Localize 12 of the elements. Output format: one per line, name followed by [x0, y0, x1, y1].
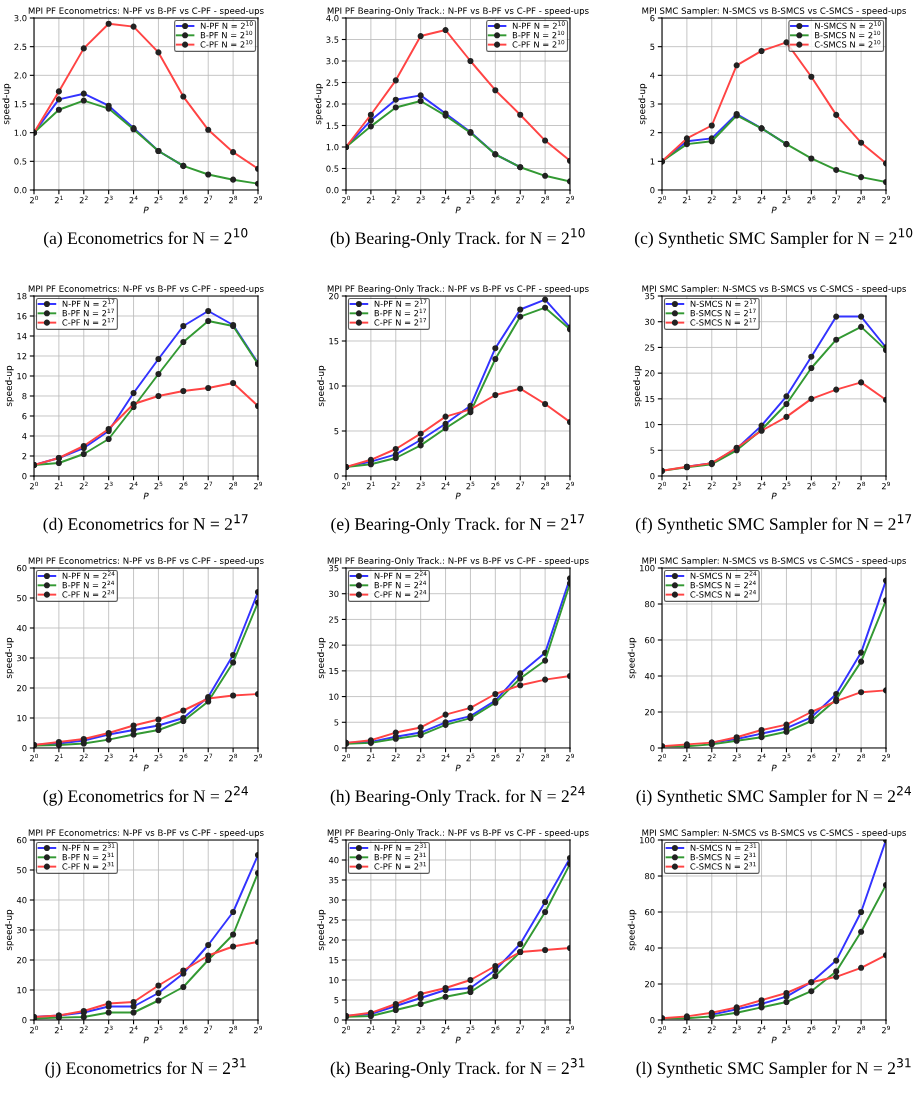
text: (h) Bearing-Only Track. for N = 2$^{24}$: [330, 786, 585, 806]
text: (g) Econometrics for N = 2$^{24}$: [43, 786, 248, 806]
text: (k) Bearing-Only Track. for N = 2$^{31}$: [330, 1058, 585, 1078]
text: (f) Synthetic SMC Sampler for N = 2$^{17}$: [635, 514, 912, 534]
text: (e) Bearing-Only Track. for N = 2$^{17}$: [331, 514, 584, 534]
text: (d) Econometrics for N = 2$^{17}$: [43, 514, 248, 534]
text: (i) Synthetic SMC Sampler for N = 2$^{24}$: [636, 786, 912, 806]
text: (a) Econometrics for N = 2$^{10}$: [44, 228, 248, 248]
text: (b) Bearing-Only Track. for N = 2$^{10}$: [330, 228, 585, 248]
text: (j) Econometrics for N = 2$^{31}$: [45, 1058, 246, 1078]
text: (c) Synthetic SMC Sampler for N = 2$^{10}$: [635, 228, 913, 248]
text: (l) Synthetic SMC Sampler for N = 2$^{31}$: [636, 1058, 911, 1078]
